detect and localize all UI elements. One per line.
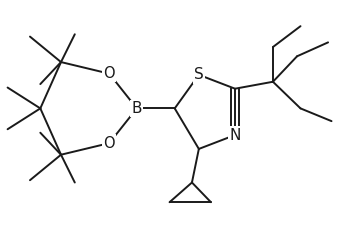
Text: B: B [131, 101, 142, 116]
Text: O: O [103, 136, 115, 151]
Text: N: N [229, 127, 241, 143]
Text: O: O [103, 66, 115, 81]
Text: S: S [194, 67, 204, 82]
